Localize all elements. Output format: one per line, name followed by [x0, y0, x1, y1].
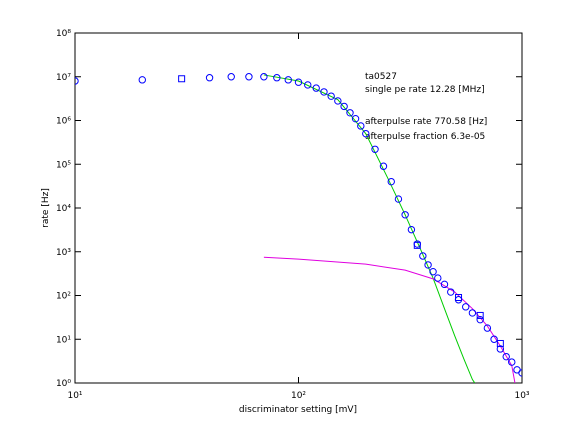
point: [260, 73, 268, 81]
point: [468, 309, 477, 317]
point: [357, 122, 365, 130]
point: [304, 81, 312, 89]
point: [138, 76, 146, 84]
point: [351, 114, 360, 123]
annotation: single pe rate 12.28 [MHz]: [365, 85, 485, 95]
y-tick-label: 10³: [56, 248, 71, 258]
point: [447, 288, 455, 296]
point: [284, 76, 292, 84]
point: [340, 102, 348, 111]
point: [424, 261, 432, 269]
fit-curve: [263, 256, 516, 383]
y-tick-label: 10²: [56, 292, 71, 302]
y-tick-label: 10⁵: [56, 160, 71, 170]
point: [502, 352, 510, 361]
point: [419, 252, 427, 260]
x-tick-label: 10²: [291, 391, 306, 401]
point: [205, 74, 214, 82]
point: [312, 84, 320, 92]
y-axis-label: rate [Hz]: [41, 188, 51, 228]
y-tick-label: 10⁰: [56, 379, 71, 389]
point: [455, 294, 463, 302]
point: [346, 109, 354, 117]
y-tick-label: 10⁶: [56, 117, 71, 127]
y-tick-label: 10⁴: [56, 204, 71, 214]
point: [394, 195, 403, 203]
x-tick-label: 10³: [514, 391, 529, 401]
point: [434, 274, 442, 282]
point: [362, 129, 370, 138]
point: [496, 339, 504, 347]
annotation: afterpulse rate 770.58 [Hz]: [365, 117, 487, 127]
point: [462, 303, 470, 311]
annotation: afterpulse fraction 6.3e-05: [365, 132, 485, 142]
point: [245, 73, 253, 81]
y-tick-label: 10⁷: [56, 73, 71, 83]
point: [334, 97, 342, 105]
point: [327, 92, 335, 100]
point: [440, 280, 449, 289]
point: [476, 311, 484, 319]
point: [476, 315, 484, 324]
point: [413, 241, 421, 249]
y-tick-label: 10⁸: [56, 29, 71, 39]
point: [483, 324, 492, 332]
y-tick-label: 10¹: [56, 335, 71, 345]
point: [294, 78, 303, 86]
point: [429, 267, 437, 276]
point: [371, 145, 379, 153]
point: [407, 225, 416, 234]
annotation: ta0527: [365, 72, 397, 82]
plot-area: [75, 73, 522, 383]
x-axis-label: discriminator setting [mV]: [239, 405, 357, 415]
point: [178, 75, 186, 83]
point: [401, 211, 409, 219]
point: [496, 345, 505, 353]
point: [387, 177, 395, 186]
x-tick-label: 10¹: [67, 391, 82, 401]
point: [273, 74, 281, 82]
point: [518, 369, 522, 377]
point: [75, 77, 79, 85]
point: [227, 73, 235, 81]
point: [320, 88, 328, 96]
point: [508, 358, 516, 366]
point: [490, 335, 498, 343]
point: [379, 162, 388, 170]
